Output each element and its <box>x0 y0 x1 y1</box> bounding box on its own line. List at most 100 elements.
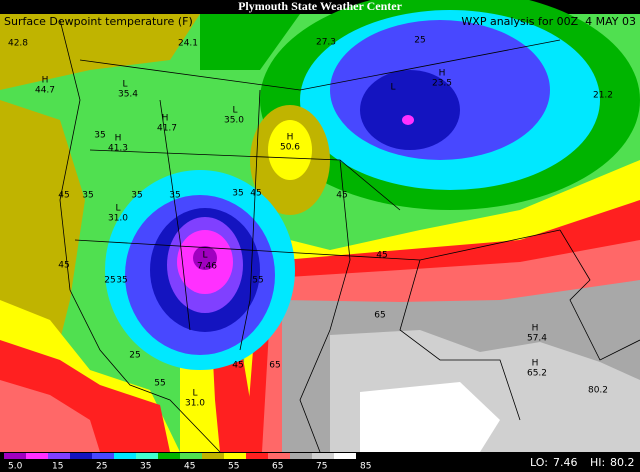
legend-swatch <box>312 453 334 459</box>
contour-label: 44.7 <box>35 86 55 96</box>
legend-label: 15 <box>52 462 63 472</box>
contour-label: L <box>232 106 237 116</box>
contour-label: 35 <box>94 131 105 141</box>
contour-label: 7.46 <box>197 262 217 272</box>
legend-swatch <box>180 453 202 459</box>
contour-label: 31.0 <box>185 399 205 409</box>
contour-label: 65 <box>269 361 280 371</box>
contour-label: H <box>532 359 539 369</box>
contour-label: 50.6 <box>280 143 300 153</box>
legend-swatch <box>48 453 70 459</box>
contour-label: L <box>390 83 395 93</box>
legend-swatch <box>92 453 114 459</box>
legend-swatch <box>246 453 268 459</box>
contour <box>268 120 312 180</box>
contour-label: H <box>162 114 169 124</box>
coastline <box>559 229 640 361</box>
contour-label: 24.1 <box>178 39 198 49</box>
contour-label: 55 <box>154 379 165 389</box>
contour-label: 35.0 <box>224 116 244 126</box>
contour-label: H <box>287 133 294 143</box>
legend-swatch <box>334 453 356 459</box>
contour <box>360 70 460 150</box>
contour-label: 65.2 <box>527 369 547 379</box>
contour-label: 45 <box>336 191 347 201</box>
contour-label: L <box>122 80 127 90</box>
contour-label: 35 <box>131 191 142 201</box>
legend-swatch <box>202 453 224 459</box>
contour-label: H <box>42 76 49 86</box>
map <box>0 0 640 453</box>
analysis-time: WXP analysis for 00Z 4 MAY 03 <box>461 15 636 28</box>
legend-swatch <box>26 453 48 459</box>
contour-label: 35 <box>116 276 127 286</box>
contour <box>0 380 100 452</box>
contour-label: 57.4 <box>527 334 547 344</box>
legend-label: 45 <box>184 462 195 472</box>
legend-label: 65 <box>272 462 283 472</box>
contour-label: 41.3 <box>108 144 128 154</box>
lo-value: 7.46 <box>553 456 578 469</box>
contour-label: 27.3 <box>316 38 336 48</box>
contour <box>0 14 200 90</box>
map-title: Surface Dewpoint temperature (F) <box>4 15 193 28</box>
contour-label: 25 <box>414 36 425 46</box>
border <box>299 159 351 453</box>
legend-label: 55 <box>228 462 239 472</box>
legend-swatch <box>136 453 158 459</box>
contour-label: 25 <box>104 276 115 286</box>
contour-label: 45 <box>376 251 387 261</box>
contour-label: 25 <box>129 351 140 361</box>
legend-swatch <box>70 453 92 459</box>
coastline <box>399 259 521 421</box>
legend-swatch <box>4 453 26 459</box>
contour-label: 41.7 <box>157 124 177 134</box>
contour-label: 45 <box>232 361 243 371</box>
legend-label: 5.0 <box>8 462 23 472</box>
legend: 5.0 15 25 35 45 55 65 75 85 <box>4 453 371 472</box>
map-labels: 42.8 24.1 27.3H44.7L35.4H41.7L35.0H41.3H50… <box>8 36 613 409</box>
legend-swatch <box>268 453 290 459</box>
contour-label: 45 <box>250 189 261 199</box>
contour-label: 31.0 <box>108 214 128 224</box>
contour <box>360 382 500 452</box>
contour-label: H <box>532 324 539 334</box>
contour-label: 45 <box>58 261 69 271</box>
contour-label: L <box>202 251 207 261</box>
contour-label: 35.4 <box>118 90 138 100</box>
contour-label: 42.8 <box>8 39 28 49</box>
contour-label: L <box>192 389 197 399</box>
legend-swatch <box>224 453 246 459</box>
lo-label: LO: <box>530 456 548 469</box>
contour-label: 35 <box>232 189 243 199</box>
legend-label: 35 <box>140 462 151 472</box>
contour-label: 45 <box>58 191 69 201</box>
legend-label: 25 <box>96 462 107 472</box>
contour-label: 35 <box>169 191 180 201</box>
contour-label: 35 <box>82 191 93 201</box>
legend-swatch <box>114 453 136 459</box>
border <box>239 89 261 351</box>
contour-label: 55 <box>252 276 263 286</box>
contour-label: 65 <box>374 311 385 321</box>
legend-swatch <box>290 453 312 459</box>
contour-label: H <box>439 69 446 79</box>
border <box>159 99 191 331</box>
coastline <box>59 19 221 453</box>
hi-value: 80.2 <box>610 456 635 469</box>
contour <box>200 14 300 70</box>
contour-label: H <box>115 134 122 144</box>
contour <box>193 246 217 270</box>
contour-label: 23.5 <box>432 79 452 89</box>
contour-label: 21.2 <box>593 91 613 101</box>
contour-label: 80.2 <box>588 386 608 396</box>
legend-label: 75 <box>316 462 327 472</box>
legend-swatch <box>158 453 180 459</box>
header-title: Plymouth State Weather Center <box>238 0 403 13</box>
contour <box>402 115 414 125</box>
hi-label: HI: <box>590 456 605 469</box>
border <box>79 39 561 91</box>
contour-label: L <box>115 204 120 214</box>
legend-label: 85 <box>360 462 371 472</box>
